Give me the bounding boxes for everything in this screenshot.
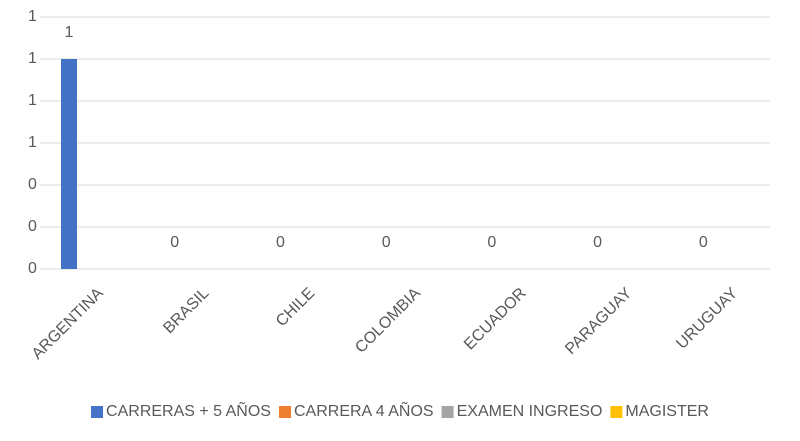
legend: CARRERAS + 5 AÑOS CARRERA 4 AÑOS EXAMEN IN… <box>91 400 709 420</box>
y-tick-label: 0 <box>28 218 37 235</box>
x-tick-label: URUGUAY <box>673 285 741 353</box>
y-tick-label: 0 <box>28 176 37 193</box>
y-tick-label: 1 <box>28 134 37 151</box>
legend-label: MAGISTER <box>625 403 709 420</box>
legend-swatch <box>278 406 291 418</box>
y-tick-label: 1 <box>28 92 37 109</box>
value-label: 0 <box>699 234 708 251</box>
legend-label: EXAMEN INGRESO <box>457 403 603 420</box>
legend-swatch <box>91 406 104 418</box>
y-tick-label: 1 <box>28 8 37 25</box>
value-label: 1 <box>65 24 74 41</box>
value-label: 0 <box>276 234 285 251</box>
legend-label: CARRERA 4 AÑOS <box>294 400 434 420</box>
value-label: 0 <box>487 234 496 251</box>
x-tick-label: PARAGUAY <box>562 285 635 358</box>
value-label: 0 <box>382 234 391 251</box>
bar <box>61 59 77 269</box>
y-tick-label: 1 <box>28 50 37 67</box>
legend-label: CARRERAS + 5 AÑOS <box>106 400 271 420</box>
x-tick-label: ARGENTINA <box>29 285 107 363</box>
x-tick-label: BRASIL <box>160 285 212 337</box>
legend-swatch <box>610 406 623 418</box>
x-tick-label: CHILE <box>273 285 318 330</box>
x-tick-label: ECUADOR <box>461 285 530 354</box>
x-tick-label: COLOMBIA <box>352 285 424 357</box>
value-label: 0 <box>170 234 179 251</box>
y-tick-label: 0 <box>28 260 37 277</box>
value-label: 0 <box>593 234 602 251</box>
legend-swatch <box>441 406 454 418</box>
